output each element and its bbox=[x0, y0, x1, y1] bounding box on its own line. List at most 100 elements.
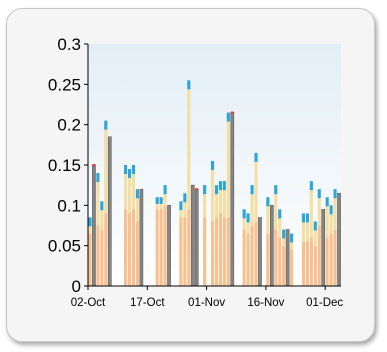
bar-cap bbox=[226, 112, 230, 122]
bar-cap bbox=[290, 233, 294, 243]
bar bbox=[329, 205, 333, 286]
bar-base-segment bbox=[278, 237, 282, 286]
bar-upper-segment bbox=[305, 213, 309, 242]
bar-cap bbox=[187, 80, 191, 90]
dark-bar-red-cap bbox=[230, 111, 234, 114]
bar-base-segment bbox=[104, 213, 108, 286]
bar-base-segment bbox=[179, 217, 183, 286]
bar-upper-segment bbox=[309, 181, 313, 238]
y-tick-label: 0.2 bbox=[57, 116, 81, 135]
bar-base-segment bbox=[254, 221, 258, 286]
bar-base-segment bbox=[290, 249, 294, 286]
bar-upper-segment bbox=[222, 181, 226, 218]
dark-bar-body bbox=[285, 229, 290, 287]
bar-cap bbox=[254, 152, 258, 162]
bar-upper-segment bbox=[333, 189, 337, 230]
bar bbox=[282, 229, 286, 286]
bar bbox=[333, 189, 337, 286]
bar-cap bbox=[214, 185, 219, 195]
x-tick-label: 02-Oct bbox=[71, 297, 106, 309]
bar-base-segment bbox=[325, 237, 329, 286]
bar bbox=[317, 189, 321, 286]
dark-bar-red-cap bbox=[92, 164, 96, 166]
dark-bar-body bbox=[107, 136, 112, 287]
bar bbox=[187, 80, 191, 286]
bar bbox=[100, 201, 104, 286]
bar-cap bbox=[96, 173, 100, 183]
y-tick-label: 0.25 bbox=[48, 75, 81, 94]
dark-bar-red-cap bbox=[195, 188, 199, 191]
bar-cap bbox=[266, 197, 270, 207]
bar-base-segment bbox=[124, 209, 128, 286]
bar bbox=[131, 165, 136, 286]
bar bbox=[266, 197, 270, 286]
dark-bar-body bbox=[258, 217, 262, 287]
bar-base-segment bbox=[203, 217, 207, 286]
bar-cap bbox=[305, 213, 309, 223]
bar-base-segment bbox=[266, 233, 270, 286]
bar-upper-segment bbox=[325, 197, 329, 238]
dark-bar-body bbox=[92, 164, 96, 287]
bar bbox=[179, 201, 183, 286]
bar bbox=[127, 169, 132, 286]
bar-cap bbox=[203, 185, 207, 195]
bar-cap bbox=[329, 205, 333, 215]
dark-bar bbox=[107, 136, 112, 287]
bar-base-segment bbox=[329, 233, 333, 286]
bar-base-segment bbox=[301, 241, 305, 286]
bar-base-segment bbox=[218, 213, 222, 286]
bar-upper-segment bbox=[329, 205, 333, 234]
bar bbox=[163, 185, 167, 286]
bar-upper-segment bbox=[250, 185, 254, 226]
bar bbox=[278, 209, 282, 286]
bar bbox=[159, 197, 163, 286]
bar-base-segment bbox=[313, 245, 317, 286]
bar-upper-segment bbox=[127, 169, 132, 214]
bar-upper-segment bbox=[163, 185, 167, 206]
bar-base-segment bbox=[274, 229, 278, 286]
y-tick-label: 0.15 bbox=[48, 156, 81, 175]
bar bbox=[155, 197, 159, 286]
dark-bar bbox=[258, 217, 262, 287]
dark-bar-body bbox=[139, 188, 144, 287]
bar-upper-segment bbox=[96, 173, 100, 226]
bar-cap bbox=[317, 189, 321, 199]
bar-base-segment bbox=[309, 237, 313, 286]
bar bbox=[325, 197, 329, 286]
dark-bar-body bbox=[230, 112, 235, 287]
bar bbox=[305, 213, 309, 286]
bar bbox=[135, 189, 139, 286]
bar-base-segment bbox=[96, 225, 100, 286]
dark-bar-body bbox=[337, 192, 341, 287]
dark-bar bbox=[230, 111, 235, 287]
bar bbox=[104, 120, 108, 286]
bar-cap bbox=[274, 185, 278, 195]
bar bbox=[313, 221, 317, 286]
bar-cap bbox=[163, 185, 167, 195]
bar-base-segment bbox=[183, 217, 187, 286]
bar bbox=[301, 213, 305, 286]
bar-base-segment bbox=[250, 225, 254, 286]
bar-cap bbox=[301, 213, 305, 223]
bar-upper-segment bbox=[210, 160, 215, 222]
bar-cap bbox=[242, 209, 246, 219]
bar-upper-segment bbox=[214, 185, 219, 218]
dark-bar bbox=[92, 164, 96, 287]
bar-cap bbox=[124, 165, 128, 174]
dark-bar-body bbox=[190, 184, 195, 287]
y-tick-label: 0.1 bbox=[57, 196, 81, 215]
bar-upper-segment bbox=[187, 80, 191, 210]
bar bbox=[246, 213, 250, 286]
bar-upper-segment bbox=[135, 189, 139, 222]
x-tick-group: 02-Oct 17-Oct 01-Nov 16-Nov 01-Dec bbox=[71, 286, 343, 309]
x-tick-label: 17-Oct bbox=[130, 297, 165, 309]
bar bbox=[214, 185, 219, 286]
y-tick-label: 0 bbox=[72, 277, 81, 296]
y-tick-group: 0 0.05 0.1 0.15 0.2 0.25 0.3 bbox=[48, 35, 88, 296]
bar bbox=[309, 181, 313, 286]
x-tick-label: 01-Nov bbox=[188, 297, 225, 309]
bar-upper-segment bbox=[254, 152, 258, 222]
dark-bar bbox=[167, 205, 171, 287]
bar-cap bbox=[131, 165, 136, 174]
